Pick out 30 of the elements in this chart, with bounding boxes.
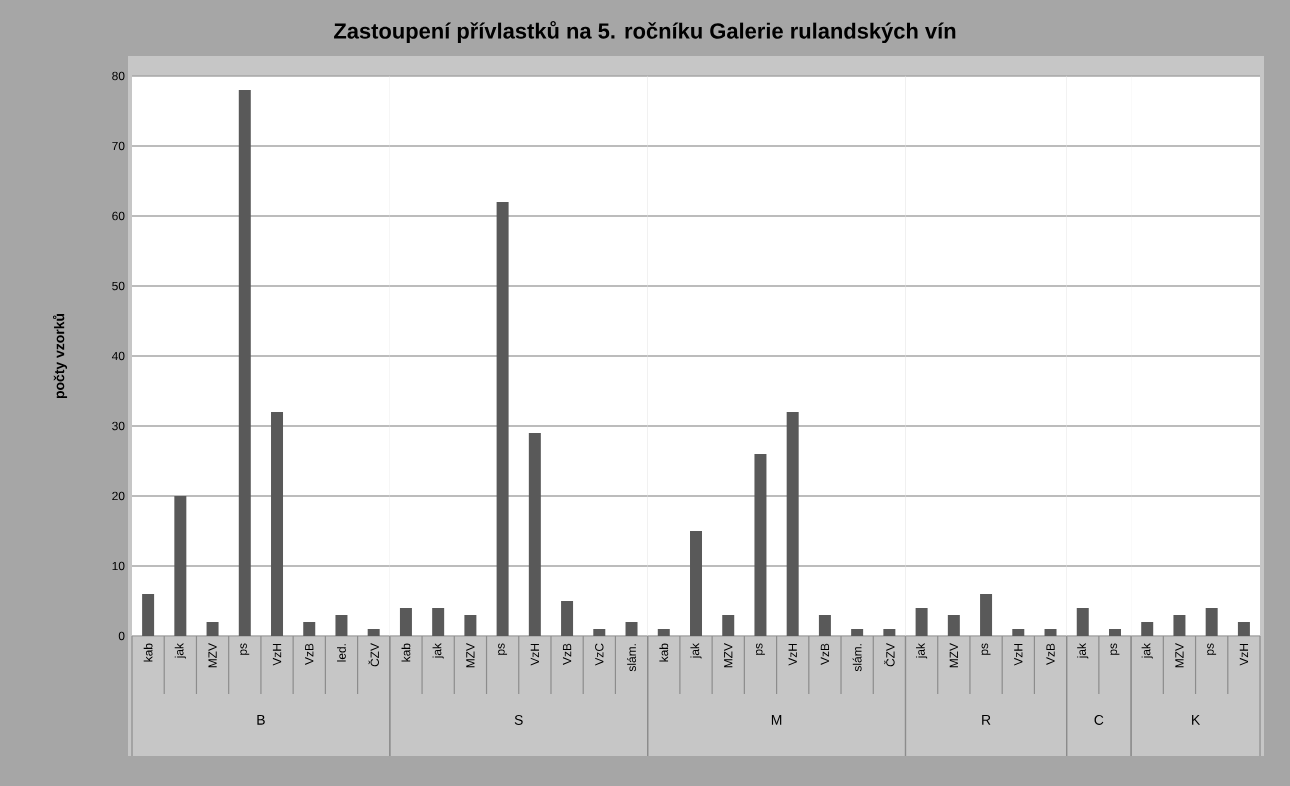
bar (818, 615, 831, 636)
bar (1044, 629, 1057, 636)
bar (335, 615, 348, 636)
bar (399, 608, 412, 636)
bar (722, 615, 735, 636)
bar (367, 629, 380, 636)
bar (947, 615, 960, 636)
bar (464, 615, 477, 636)
text: Zastoupení přívlastků na 5. ročníku Galerie rulandských vín (334, 20, 956, 44)
bar (561, 601, 574, 636)
bar (980, 594, 993, 636)
bar (303, 622, 316, 636)
bar (238, 90, 251, 636)
bar (206, 622, 219, 636)
bar (271, 412, 284, 636)
bar (593, 629, 606, 636)
bar (786, 412, 799, 636)
bar (915, 608, 928, 636)
bar (690, 531, 703, 636)
bar (883, 629, 896, 636)
bar (496, 202, 509, 636)
bar (851, 629, 864, 636)
bar (625, 622, 638, 636)
bar (657, 629, 670, 636)
bar (142, 594, 155, 636)
bar (432, 608, 445, 636)
bar (754, 454, 767, 636)
bar (174, 496, 187, 636)
bar (528, 433, 541, 636)
bar (1012, 629, 1025, 636)
